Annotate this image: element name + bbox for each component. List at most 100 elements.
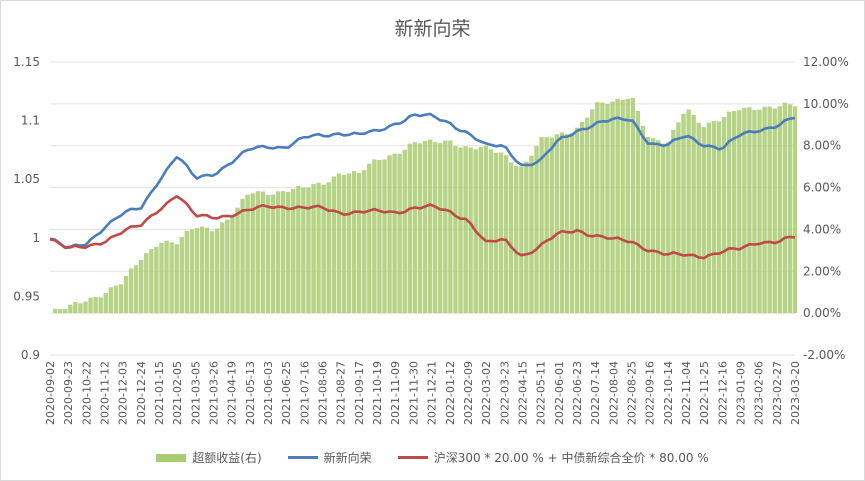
bar [159,242,164,314]
bar [83,301,88,314]
bar [331,176,337,314]
y-left-tick-label: 1 [32,231,40,245]
x-tick-label: 2021-08-27 [335,361,348,425]
bar [154,246,159,314]
bar [225,219,230,314]
bar [377,159,382,314]
bar [88,297,93,314]
x-tick-label: 2021-06-25 [280,361,293,425]
line-series [49,112,796,260]
bar [63,308,68,314]
bar [367,163,372,314]
bar [362,170,367,314]
bar [306,187,311,314]
x-tick-label: 2021-03-26 [208,361,221,425]
bar [316,182,321,314]
bar-series [52,97,798,314]
x-tick-label: 2022-04-15 [516,361,529,425]
gridlines [50,61,795,356]
bar [676,122,681,314]
bar [336,173,342,314]
bar [661,143,666,314]
bar [250,193,255,314]
bar [103,293,108,314]
bar [164,240,169,314]
legend-item-benchmark[interactable]: 沪深300 * 20.00 % + 中债新综合全价 * 80.00 % [397,449,709,466]
x-tick-label: 2022-07-14 [589,361,602,425]
bar [640,125,646,314]
y-right-tick-label: 8.00% [803,139,841,153]
x-tick-label: 2021-05-13 [244,361,257,425]
y-right-tick-label: 4.00% [803,222,841,236]
bar [402,149,407,314]
bar [605,103,610,314]
bar [291,189,296,314]
x-tick-label: 2021-09-17 [353,361,366,425]
bar [412,142,418,314]
bar [615,98,620,314]
bar [174,244,179,314]
bar [235,207,240,314]
bar [296,185,301,314]
bar [539,137,544,314]
y-right-tick-label: 2.00% [803,264,841,278]
bar [98,297,103,314]
x-tick-label: 2022-08-04 [607,361,620,425]
x-tick-label: 2022-12-16 [716,361,729,425]
y-axis-left: 0.9 0.95 1 1.05 1.1 1.15 [13,55,40,362]
x-tick-label: 2021-11-30 [407,361,420,425]
bar [133,265,139,314]
bar [757,109,762,314]
bar [671,129,676,314]
bar [326,182,331,314]
bar [777,106,782,314]
bar [139,260,144,314]
x-tick-label: 2022-11-25 [698,361,711,425]
bar [508,162,514,314]
x-tick-label: 2022-09-16 [644,361,657,425]
bar [108,287,114,314]
x-tick-label: 2022-03-23 [498,361,511,425]
bar [534,146,539,314]
bar [716,121,722,314]
y-axis-right: -2.00% 0.00% 2.00% 4.00% 6.00% 8.00% 10.00% 12.… [803,55,849,362]
bar [554,134,560,314]
bar [285,192,291,314]
bar [184,230,190,314]
bar [620,99,625,314]
bar [645,136,651,314]
bar [503,155,509,314]
legend-item-excess[interactable]: 超额收益(右) [156,449,262,466]
bar [149,249,154,314]
series-line [49,112,796,249]
bar [625,98,630,314]
bar [458,147,463,314]
x-tick-label: 2023-03-20 [789,361,802,425]
y-right-tick-label: 6.00% [803,181,841,195]
bar [301,187,306,314]
y-left-tick-label: 1.05 [13,172,40,186]
bar [686,109,691,314]
bar [787,104,793,314]
x-tick-label: 2022-02-09 [462,361,475,425]
bar [93,297,98,314]
bar [782,102,788,314]
bar [691,114,696,314]
bar [721,117,727,314]
x-tick-label: 2021-11-09 [389,361,402,425]
bar [128,268,134,314]
bar [215,228,220,314]
bar [514,166,519,314]
bar [392,153,397,314]
bar [270,194,276,314]
bar [57,309,63,314]
bar [341,174,347,314]
bar [711,121,717,314]
bar [356,172,362,314]
bar [118,284,124,314]
bar [752,110,757,314]
bar [564,134,570,314]
x-tick-label: 2020-12-03 [117,361,130,425]
bar [483,145,489,314]
legend-item-fund[interactable]: 新新向荣 [287,449,372,466]
